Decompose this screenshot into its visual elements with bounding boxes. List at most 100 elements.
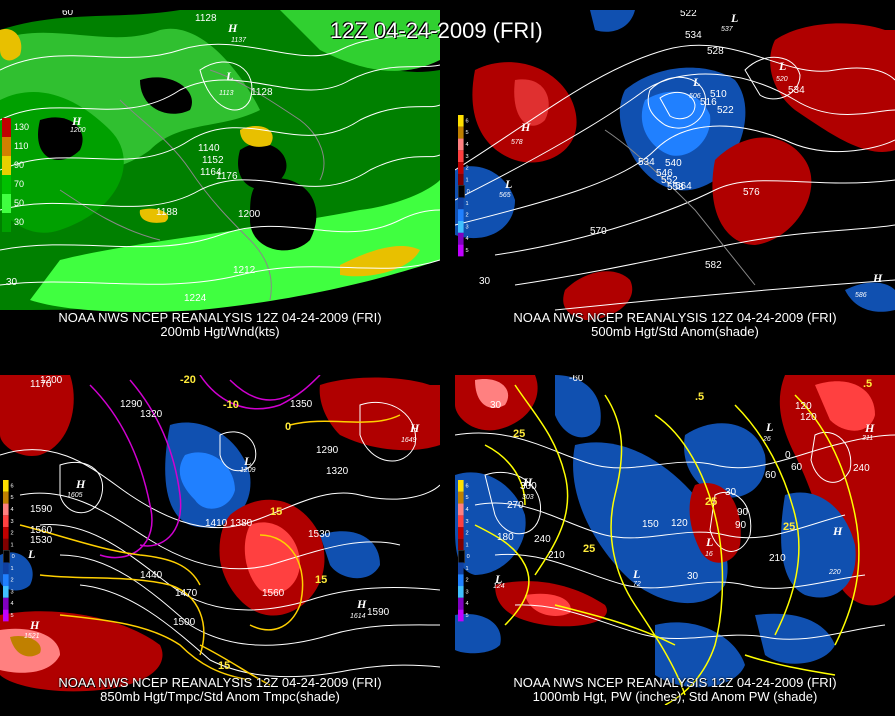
contour-label: 576 — [743, 187, 760, 198]
high-marker: H — [522, 475, 533, 489]
panel-caption: NOAA NWS NCEP REANALYSIS 12Z 04-24-2009 … — [513, 675, 837, 690]
high-marker: H — [227, 21, 238, 35]
center-value: 520 — [776, 76, 788, 83]
contour-label: 516 — [700, 97, 717, 108]
contour-label: 180 — [497, 532, 514, 543]
high-marker: H — [356, 597, 367, 611]
center-value: 506 — [689, 93, 701, 100]
legend-label: 2 — [465, 529, 469, 536]
low-marker: L — [225, 69, 233, 83]
panel-200mb: 1128 1128 1140 1152 1164 1176 1188 1200 … — [0, 10, 440, 340]
high-marker: H — [520, 120, 531, 134]
legend-label: 1 — [465, 564, 469, 572]
high-marker: H — [75, 477, 86, 491]
legend-850mb: 6 5 4 3 2 1 0 1 2 3 4 5 — [3, 480, 15, 622]
legend-label: 1 — [465, 176, 469, 183]
contour-label: 1290 — [120, 399, 143, 410]
low-marker: L — [632, 567, 640, 581]
contour-label: 0 — [785, 450, 791, 461]
contour-label: 1380 — [230, 518, 253, 529]
panel-subcaption: 1000mb Hgt, PW (inches), Std Anom PW (sh… — [532, 689, 818, 704]
legend-label: 0 — [466, 553, 470, 560]
center-value: 1200 — [70, 127, 86, 134]
pw-label: .5 — [863, 378, 872, 390]
high-marker: H — [409, 421, 420, 435]
center-value: 586 — [855, 292, 867, 299]
legend-200mb: 130 110 90 70 50 30 — [2, 118, 29, 232]
center-value: 72 — [633, 581, 641, 588]
panel-subcaption: 500mb Hgt/Std Anom(shade) — [591, 324, 759, 339]
contour-label: 510 — [710, 89, 727, 100]
legend-label: 5 — [465, 247, 469, 254]
center-value: 1113 — [219, 90, 234, 97]
low-marker: L — [27, 547, 35, 561]
legend-label: 0 — [11, 553, 15, 560]
legend-label: 70 — [14, 179, 25, 189]
legend-label: 4 — [465, 600, 469, 607]
contour-label: 552 — [661, 175, 678, 186]
contour-label: 30 — [479, 276, 491, 287]
page-title: 12Z 04-24-2009 (FRI) — [330, 18, 543, 43]
legend-label: 5 — [10, 494, 14, 501]
contour-label: 1590 — [30, 504, 53, 515]
contour-label: 1500 — [173, 617, 196, 628]
legend-label: 90 — [14, 160, 25, 170]
contour-label: 1590 — [367, 607, 390, 618]
legend-label: 0 — [466, 188, 470, 195]
center-value: 565 — [499, 192, 511, 199]
contour-label: 270 — [507, 500, 524, 511]
center-value: 1605 — [67, 492, 83, 499]
pw-label: 25 — [513, 428, 525, 440]
contour-label: 1440 — [140, 570, 163, 581]
map-500mb — [455, 10, 895, 340]
legend-label: 4 — [465, 506, 469, 513]
temp-label: 15 — [270, 506, 282, 518]
contour-label: 522 — [680, 10, 697, 19]
contour-label: 1164 — [200, 167, 222, 178]
contour-label: 1530 — [308, 529, 331, 540]
center-value: 537 — [721, 26, 734, 33]
panel-caption: NOAA NWS NCEP REANALYSIS 12Z 04-24-2009 … — [513, 310, 837, 325]
low-marker: L — [243, 454, 251, 468]
panel-850mb: 1200 1170 1290 1320 1380 1350 1290 1320 … — [0, 375, 440, 705]
labels-200mb: 1128 1128 1140 1152 1164 1176 1188 1200 … — [6, 10, 273, 304]
panel-subcaption: 850mb Hgt/Tmpc/Std Anom Tmpc(shade) — [100, 689, 340, 704]
legend-label: 30 — [14, 217, 25, 227]
high-marker: H — [864, 421, 875, 435]
high-marker: H — [872, 271, 883, 285]
contour-label: -60 — [569, 375, 584, 384]
contour-label: 1170 — [30, 379, 52, 390]
center-value: 1521 — [24, 633, 40, 640]
center-value: 124 — [493, 583, 505, 590]
legend-label: 110 — [14, 141, 29, 151]
map-850mb — [0, 375, 440, 705]
contour-label: 1410 — [205, 518, 228, 529]
contour-label: 1128 — [251, 87, 273, 98]
contour-label: 90 — [735, 520, 747, 531]
contour-label: 534 — [788, 85, 805, 96]
map-200mb — [0, 10, 440, 340]
contour-label: 1380 — [306, 375, 329, 378]
contour-label: 1560 — [30, 525, 53, 536]
legend-label: 1 — [465, 541, 469, 548]
contour-label: 558 — [667, 182, 684, 193]
panel-subcaption: 200mb Hgt/Wnd(kts) — [160, 324, 280, 339]
legend-label: 5 — [465, 612, 469, 619]
contour-label: 564 — [675, 181, 692, 192]
pw-label: .5 — [695, 391, 704, 403]
center-value: 16 — [705, 551, 713, 558]
labels-850mb: 1200 1170 1290 1320 1380 1350 1290 1320 … — [24, 375, 420, 672]
legend-label: 4 — [465, 235, 469, 242]
contour-label: 1128 — [195, 13, 217, 24]
center-value: 220 — [828, 569, 841, 576]
labels-1000mb: 60 120 120 240 210 150 120 90 60 30 0 30… — [490, 375, 875, 590]
temp-label: 15 — [315, 574, 327, 586]
pw-label: 25 — [583, 543, 595, 555]
contour-label: 60 — [791, 462, 803, 473]
contour-label: 1200 — [40, 375, 63, 386]
pw-label: 25 — [705, 496, 717, 508]
low-marker: L — [504, 177, 512, 191]
legend-label: 5 — [465, 129, 469, 136]
contour-label: 1560 — [262, 588, 285, 599]
legend-label: 3 — [10, 517, 14, 525]
